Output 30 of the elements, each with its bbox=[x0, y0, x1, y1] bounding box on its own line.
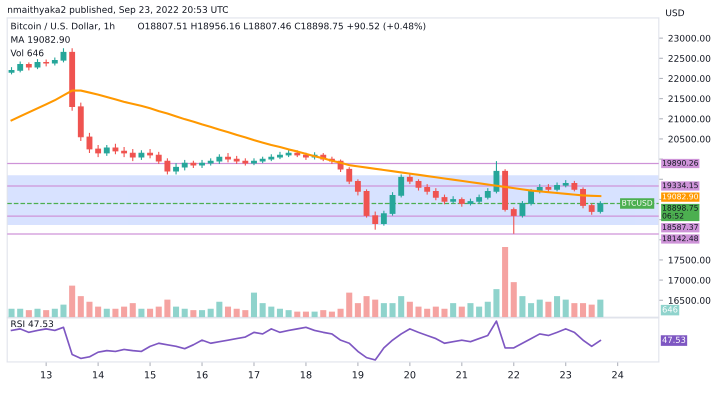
x-tick-label: 15 bbox=[144, 371, 156, 378]
text: 646 bbox=[662, 306, 678, 313]
y-tick-label: 20500.00 bbox=[668, 136, 710, 143]
text: nmaithyaka2 published, Sep 23, 2022 20:53 UTC bbox=[8, 6, 228, 15]
x-tick-label: 22 bbox=[508, 371, 519, 378]
x-tick-label: 23 bbox=[560, 371, 572, 378]
annotation: RSI 47.53 bbox=[11, 320, 54, 328]
annotation: O18807.51 H18956.16 L18807.46 C18898.75 +90.52 (+0.48%) bbox=[138, 22, 426, 30]
y-tick-label: 22000.00 bbox=[668, 75, 710, 82]
x-tick-label: 20 bbox=[404, 371, 416, 378]
y-tick-label: 17000.00 bbox=[668, 276, 710, 284]
chart-title: Bitcoin / U.S. Dollar, 1h bbox=[11, 22, 114, 30]
text: 47.53 bbox=[662, 336, 686, 343]
x-tick-label: 17 bbox=[248, 371, 260, 378]
y-tick-label: 21500.00 bbox=[668, 95, 710, 102]
x-tick-label: 14 bbox=[93, 371, 104, 378]
x-tick-label: 21 bbox=[456, 371, 468, 378]
y-axis-title: USD bbox=[666, 9, 684, 16]
y-tick-label: 22500.00 bbox=[668, 55, 710, 62]
x-tick-label: 18 bbox=[300, 371, 312, 378]
y-tick-label: 16500.00 bbox=[668, 296, 710, 304]
x-tick-label: 16 bbox=[196, 371, 208, 378]
x-tick-label: 19 bbox=[352, 371, 364, 378]
y-tick-label: 17500.00 bbox=[668, 256, 710, 264]
x-tick-label: 13 bbox=[41, 371, 52, 378]
y-tick-label: 23000.00 bbox=[668, 34, 710, 42]
x-tick-label: 24 bbox=[612, 371, 624, 378]
y-tick-label: 21000.00 bbox=[668, 116, 710, 122]
annotation: Vol 646 bbox=[10, 49, 44, 56]
annotation: MA 19082.90 bbox=[11, 36, 70, 43]
